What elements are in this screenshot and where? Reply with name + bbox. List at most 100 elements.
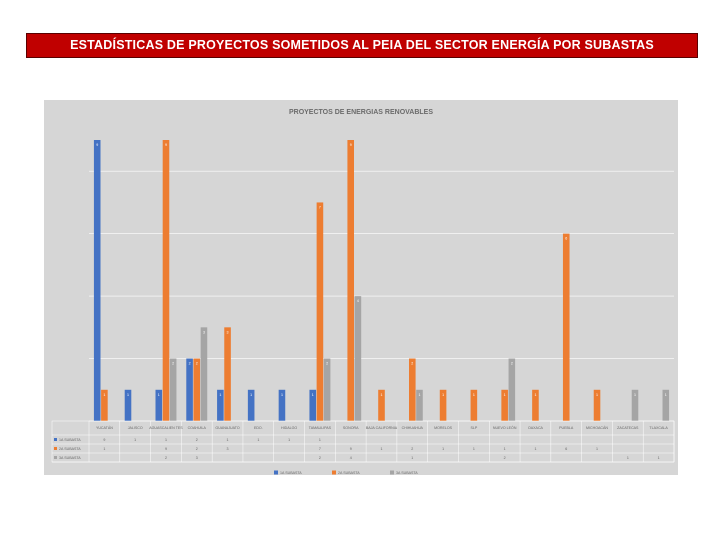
data-label: 2 xyxy=(511,362,513,366)
table-cell-value: 4 xyxy=(350,456,352,460)
bar xyxy=(155,389,163,421)
table-cell-value: 1 xyxy=(442,447,444,451)
data-label: 1 xyxy=(473,393,475,397)
category-label: CHIHUAHUA xyxy=(402,426,424,430)
bar xyxy=(662,389,670,421)
table-cell-value: 1 xyxy=(658,456,660,460)
category-label: TLAXCALA xyxy=(649,426,668,430)
table-cell-value: 7 xyxy=(319,447,321,451)
bar xyxy=(193,358,201,421)
category-label: HIDALGO xyxy=(281,426,297,430)
bar xyxy=(162,140,170,421)
bar xyxy=(631,389,639,421)
category-label: MORELOS xyxy=(434,426,453,430)
bar xyxy=(378,389,385,421)
table-cell-value: 9 xyxy=(350,447,352,451)
table-cell-value: 2 xyxy=(411,447,413,451)
table-series-swatch xyxy=(54,438,57,441)
category-label: BAJA CALIFORNIA xyxy=(366,426,398,430)
category-label: AGUASCALIEN TES xyxy=(149,426,183,430)
table-cell-value: 9 xyxy=(103,438,105,442)
table-cell-value: 1 xyxy=(596,447,598,451)
data-label: 1 xyxy=(442,393,444,397)
table-cell-value: 1 xyxy=(227,438,229,442)
table-series-swatch xyxy=(54,447,57,450)
table-cell-value: 1 xyxy=(411,456,413,460)
table-cell-value: 1 xyxy=(288,438,290,442)
table-cell-value: 1 xyxy=(627,456,629,460)
category-label: SONORA xyxy=(343,426,359,430)
data-label: 1 xyxy=(219,393,221,397)
legend-entry: 1A SUBASTA xyxy=(280,471,302,475)
table-cell-value: 1 xyxy=(257,438,259,442)
table-cell-value: 2 xyxy=(165,456,167,460)
data-label: 1 xyxy=(250,393,252,397)
bar xyxy=(323,358,331,421)
table-series-name: 1A SUBASTA xyxy=(59,438,81,442)
category-label: COAHUILA xyxy=(188,426,207,430)
bar xyxy=(309,389,317,421)
bar xyxy=(93,140,101,421)
category-label: OAXACA xyxy=(528,426,544,430)
data-label: 3 xyxy=(203,330,205,334)
data-label: 1 xyxy=(158,393,160,397)
table-cell-value: 6 xyxy=(565,447,567,451)
bar xyxy=(316,202,324,421)
data-label: 1 xyxy=(312,393,314,397)
table-cell-value: 1 xyxy=(103,447,105,451)
data-table: YUCATÁN JALISCO AGUASCALIEN TES COAHUILA GUA… xyxy=(51,420,675,463)
table-cell-value: 1 xyxy=(534,447,536,451)
table-cell-value: 1 xyxy=(165,438,167,442)
category-label: SLP xyxy=(470,426,477,430)
data-label: 1 xyxy=(665,393,667,397)
table-cell-value: 2 xyxy=(196,438,198,442)
bar xyxy=(439,389,447,421)
legend-entry: 2A SUBASTA xyxy=(338,471,360,475)
bar xyxy=(200,327,208,421)
table-cell-value: 1 xyxy=(504,447,506,451)
bar xyxy=(354,296,362,421)
table-cell-value: 1 xyxy=(473,447,475,451)
table-cell-value: 1 xyxy=(381,447,383,451)
bar xyxy=(169,358,177,421)
bar xyxy=(408,358,416,421)
bar xyxy=(247,389,255,421)
legend-swatch xyxy=(390,470,394,475)
data-label: 9 xyxy=(165,143,167,147)
bar xyxy=(593,389,601,421)
data-label: 9 xyxy=(96,143,98,147)
category-label: GUANAJUATO xyxy=(215,426,239,430)
bar xyxy=(562,233,570,421)
table-cell-value: 2 xyxy=(196,447,198,451)
slide-title-banner: ESTADÍSTICAS DE PROYECTOS SOMETIDOS AL P… xyxy=(26,33,698,58)
data-label: 4 xyxy=(357,299,359,303)
data-label: 2 xyxy=(326,362,328,366)
chart-image: PROYECTOS DE ENERGIAS RENOVABLES 9 1 1 2 1 1 1… xyxy=(44,100,678,475)
bar-chart: PROYECTOS DE ENERGIAS RENOVABLES 9 1 1 2 1 1 1… xyxy=(44,100,678,475)
data-label: 1 xyxy=(103,393,105,397)
data-label: 1 xyxy=(634,393,636,397)
data-label: 1 xyxy=(504,393,506,397)
category-label: YUCATÁN xyxy=(96,426,113,430)
bar xyxy=(501,389,508,421)
category-label: NUEVO LEÓN xyxy=(493,425,517,430)
data-label: 6 xyxy=(565,237,567,241)
table-series-name: 3A SUBASTA xyxy=(59,456,81,460)
data-label: 1 xyxy=(127,393,129,397)
table-cell-value: 3 xyxy=(196,456,198,460)
bar xyxy=(278,389,286,421)
data-label: 1 xyxy=(381,393,383,397)
category-label: ZACATECAS xyxy=(617,426,639,430)
category-label: JALISCO xyxy=(128,426,143,430)
legend-entry: 3A SUBASTA xyxy=(396,471,418,475)
bar xyxy=(470,389,478,421)
category-label: MICHOACÁN xyxy=(586,426,608,430)
table-cell-value: 2 xyxy=(319,456,321,460)
table-series-swatch xyxy=(54,456,57,459)
chart-title: PROYECTOS DE ENERGIAS RENOVABLES xyxy=(289,109,433,116)
category-label: EDO. xyxy=(254,426,263,430)
data-label: 2 xyxy=(196,362,198,366)
bar xyxy=(217,389,224,421)
bar xyxy=(532,389,539,421)
